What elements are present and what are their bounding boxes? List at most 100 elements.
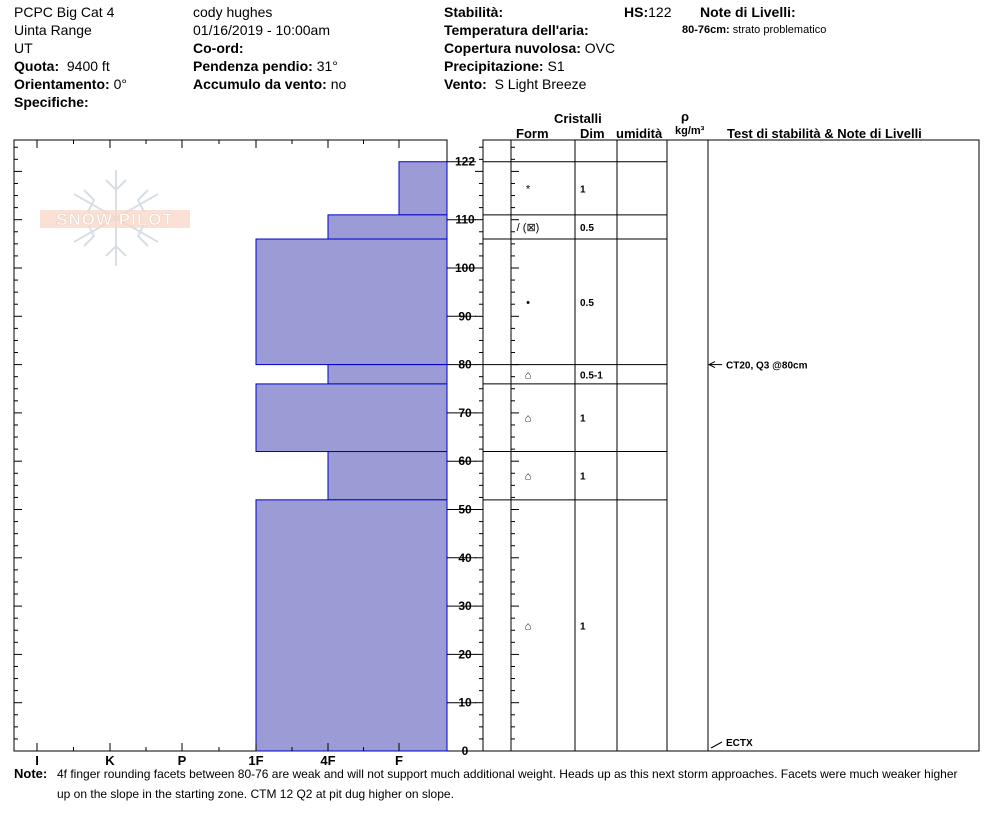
y-tick-label-4: 40 bbox=[458, 551, 472, 565]
y-tick-label-12: 122 bbox=[455, 155, 475, 169]
hardness-bar-4 bbox=[255, 383, 448, 453]
air-temp: Temperatura dell'aria: bbox=[444, 22, 589, 39]
y-tick-label-1: 10 bbox=[458, 696, 472, 710]
snow-pilot-logo: SNOW PILOT bbox=[40, 170, 190, 266]
logo-banner bbox=[40, 210, 190, 228]
slope: Pendenza pendio: 31° bbox=[193, 58, 338, 75]
elevation-value: 9400 ft bbox=[66, 58, 110, 74]
slope-value: 31° bbox=[316, 58, 338, 74]
stability-label: Stabilità: bbox=[444, 4, 504, 20]
layer-size-0: 1 bbox=[580, 184, 586, 195]
range-name: Uinta Range bbox=[14, 22, 92, 38]
layer-size-3: 0.5-1 bbox=[580, 370, 603, 381]
cloud-value: OVC bbox=[584, 40, 616, 56]
slope-label: Pendenza pendio: bbox=[193, 58, 313, 74]
layer-form-1: / (⊠) bbox=[517, 222, 540, 234]
precip-value: S1 bbox=[547, 58, 565, 74]
note-line-1: 4f finger rounding facets between 80-76 … bbox=[57, 767, 958, 781]
aspect: Orientamento: 0° bbox=[14, 76, 127, 93]
layer-form-5: ⌂ bbox=[525, 471, 532, 483]
hs-label: HS: bbox=[624, 4, 649, 20]
tests-header: Test di stabilità & Note di Livelli bbox=[727, 126, 922, 141]
test-arrow-0 bbox=[707, 361, 716, 369]
y-tick-label-8: 80 bbox=[458, 358, 472, 372]
layer-table-frame bbox=[482, 139, 980, 752]
y-tick-label-6: 60 bbox=[458, 454, 472, 468]
hardness-bar-2 bbox=[255, 238, 448, 366]
stability-tests: CT20, Q3 @80cm ECTX bbox=[707, 361, 808, 749]
elevation: Quota: 9400 ft bbox=[14, 58, 110, 75]
hardness-bars bbox=[255, 161, 448, 752]
x-tick-label-0: I bbox=[35, 753, 39, 768]
x-tick-label-4: 4F bbox=[320, 753, 335, 768]
wind-loading: Accumulo da vento: no bbox=[193, 76, 346, 93]
layer-form-6: ⌂ bbox=[525, 620, 532, 632]
layer-note-range: 80-76cm: bbox=[682, 24, 730, 36]
note-line-2: up on the slope in the starting zone. CT… bbox=[57, 787, 454, 801]
cloud-label: Copertura nuvolosa: bbox=[444, 40, 581, 56]
x-tick-label-2: P bbox=[178, 753, 187, 768]
moisture-header: umidità bbox=[616, 126, 663, 141]
aspect-label: Orientamento: bbox=[14, 76, 110, 92]
precipitation: Precipitazione: S1 bbox=[444, 58, 565, 75]
layer-note-text: strato problematico bbox=[732, 24, 827, 36]
y-tick-label-10: 100 bbox=[455, 261, 475, 275]
y-tick-label-11: 110 bbox=[455, 213, 475, 227]
density-unit-header: kg/m³ bbox=[675, 125, 705, 137]
logo-text: SNOW PILOT bbox=[56, 210, 174, 229]
aspect-value: 0° bbox=[113, 76, 127, 92]
layer-form-4: ⌂ bbox=[525, 413, 532, 425]
layer-size-4: 1 bbox=[580, 414, 586, 425]
state-name: UT bbox=[14, 40, 33, 56]
hs-value: 122 bbox=[648, 4, 672, 20]
hardness-bar-6 bbox=[255, 499, 448, 752]
layer-size-1: 0.5 bbox=[580, 223, 594, 234]
x-tick-label-5: F bbox=[395, 753, 403, 768]
snowflake-icon bbox=[73, 170, 159, 266]
wind-loading-value: no bbox=[330, 76, 347, 92]
test-label-0: CT20, Q3 @80cm bbox=[726, 361, 808, 372]
layer-table: * 1 / (⊠) 0.5 • 0.5 ⌂ 0.5-1 ⌂ 1 ⌂ 1 ⌂ 1 bbox=[483, 161, 667, 632]
hardness-bar-3 bbox=[327, 364, 448, 385]
test-label-1: ECTX bbox=[726, 738, 753, 749]
form-header: Form bbox=[516, 126, 549, 141]
wind: Vento: S Light Breeze bbox=[444, 76, 586, 93]
y-tick-label-3: 30 bbox=[458, 599, 472, 613]
layer-form-0: * bbox=[526, 183, 531, 195]
y-tick-label-7: 70 bbox=[458, 406, 472, 420]
wind-loading-label: Accumulo da vento: bbox=[193, 76, 327, 92]
specifics-label: Specifiche: bbox=[14, 94, 89, 110]
observer: cody hughes bbox=[193, 4, 273, 20]
coords-label: Co-ord: bbox=[193, 40, 244, 56]
precip-label: Precipitazione: bbox=[444, 58, 544, 74]
layer-size-2: 0.5 bbox=[580, 298, 594, 309]
elevation-label: Quota: bbox=[14, 58, 60, 74]
dim-header: Dim bbox=[580, 126, 605, 141]
stability: Stabilità: bbox=[444, 4, 503, 21]
y-tick-label-5: 50 bbox=[458, 502, 472, 516]
layer-form-2: • bbox=[526, 297, 530, 309]
site-name: PCPC Big Cat 4 bbox=[14, 4, 115, 20]
layer-note-entry: 80-76cm: strato problematico bbox=[682, 24, 826, 37]
x-axis: I K P 1F 4F F bbox=[35, 140, 403, 768]
x-tick-label-3: 1F bbox=[248, 753, 263, 768]
layer-notes: Note di Livelli: bbox=[700, 4, 796, 21]
layer-form-3: ⌂ bbox=[525, 369, 532, 381]
hardness-bar-5 bbox=[327, 451, 448, 501]
rho-header: ρ bbox=[681, 109, 690, 124]
note-label: Note: bbox=[14, 766, 48, 781]
y-tick-label-9: 90 bbox=[458, 309, 472, 323]
hardness-bar-1 bbox=[327, 214, 448, 240]
layer-size-5: 1 bbox=[580, 472, 586, 483]
y-axis: 0 10 20 30 40 50 60 70 80 90 100 110 122 bbox=[14, 146, 519, 758]
specifics: Specifiche: bbox=[14, 94, 89, 111]
snow-height: HS:122 bbox=[624, 4, 671, 21]
layer-notes-label: Note di Livelli: bbox=[700, 4, 796, 20]
air-temp-label: Temperatura dell'aria: bbox=[444, 22, 589, 38]
crystals-header: Cristalli bbox=[554, 111, 602, 126]
wind-value: S Light Breeze bbox=[494, 76, 587, 92]
x-tick-label-1: K bbox=[105, 753, 115, 768]
datetime: 01/16/2019 - 10:00am bbox=[193, 22, 330, 38]
test-pointer-1 bbox=[710, 741, 723, 749]
